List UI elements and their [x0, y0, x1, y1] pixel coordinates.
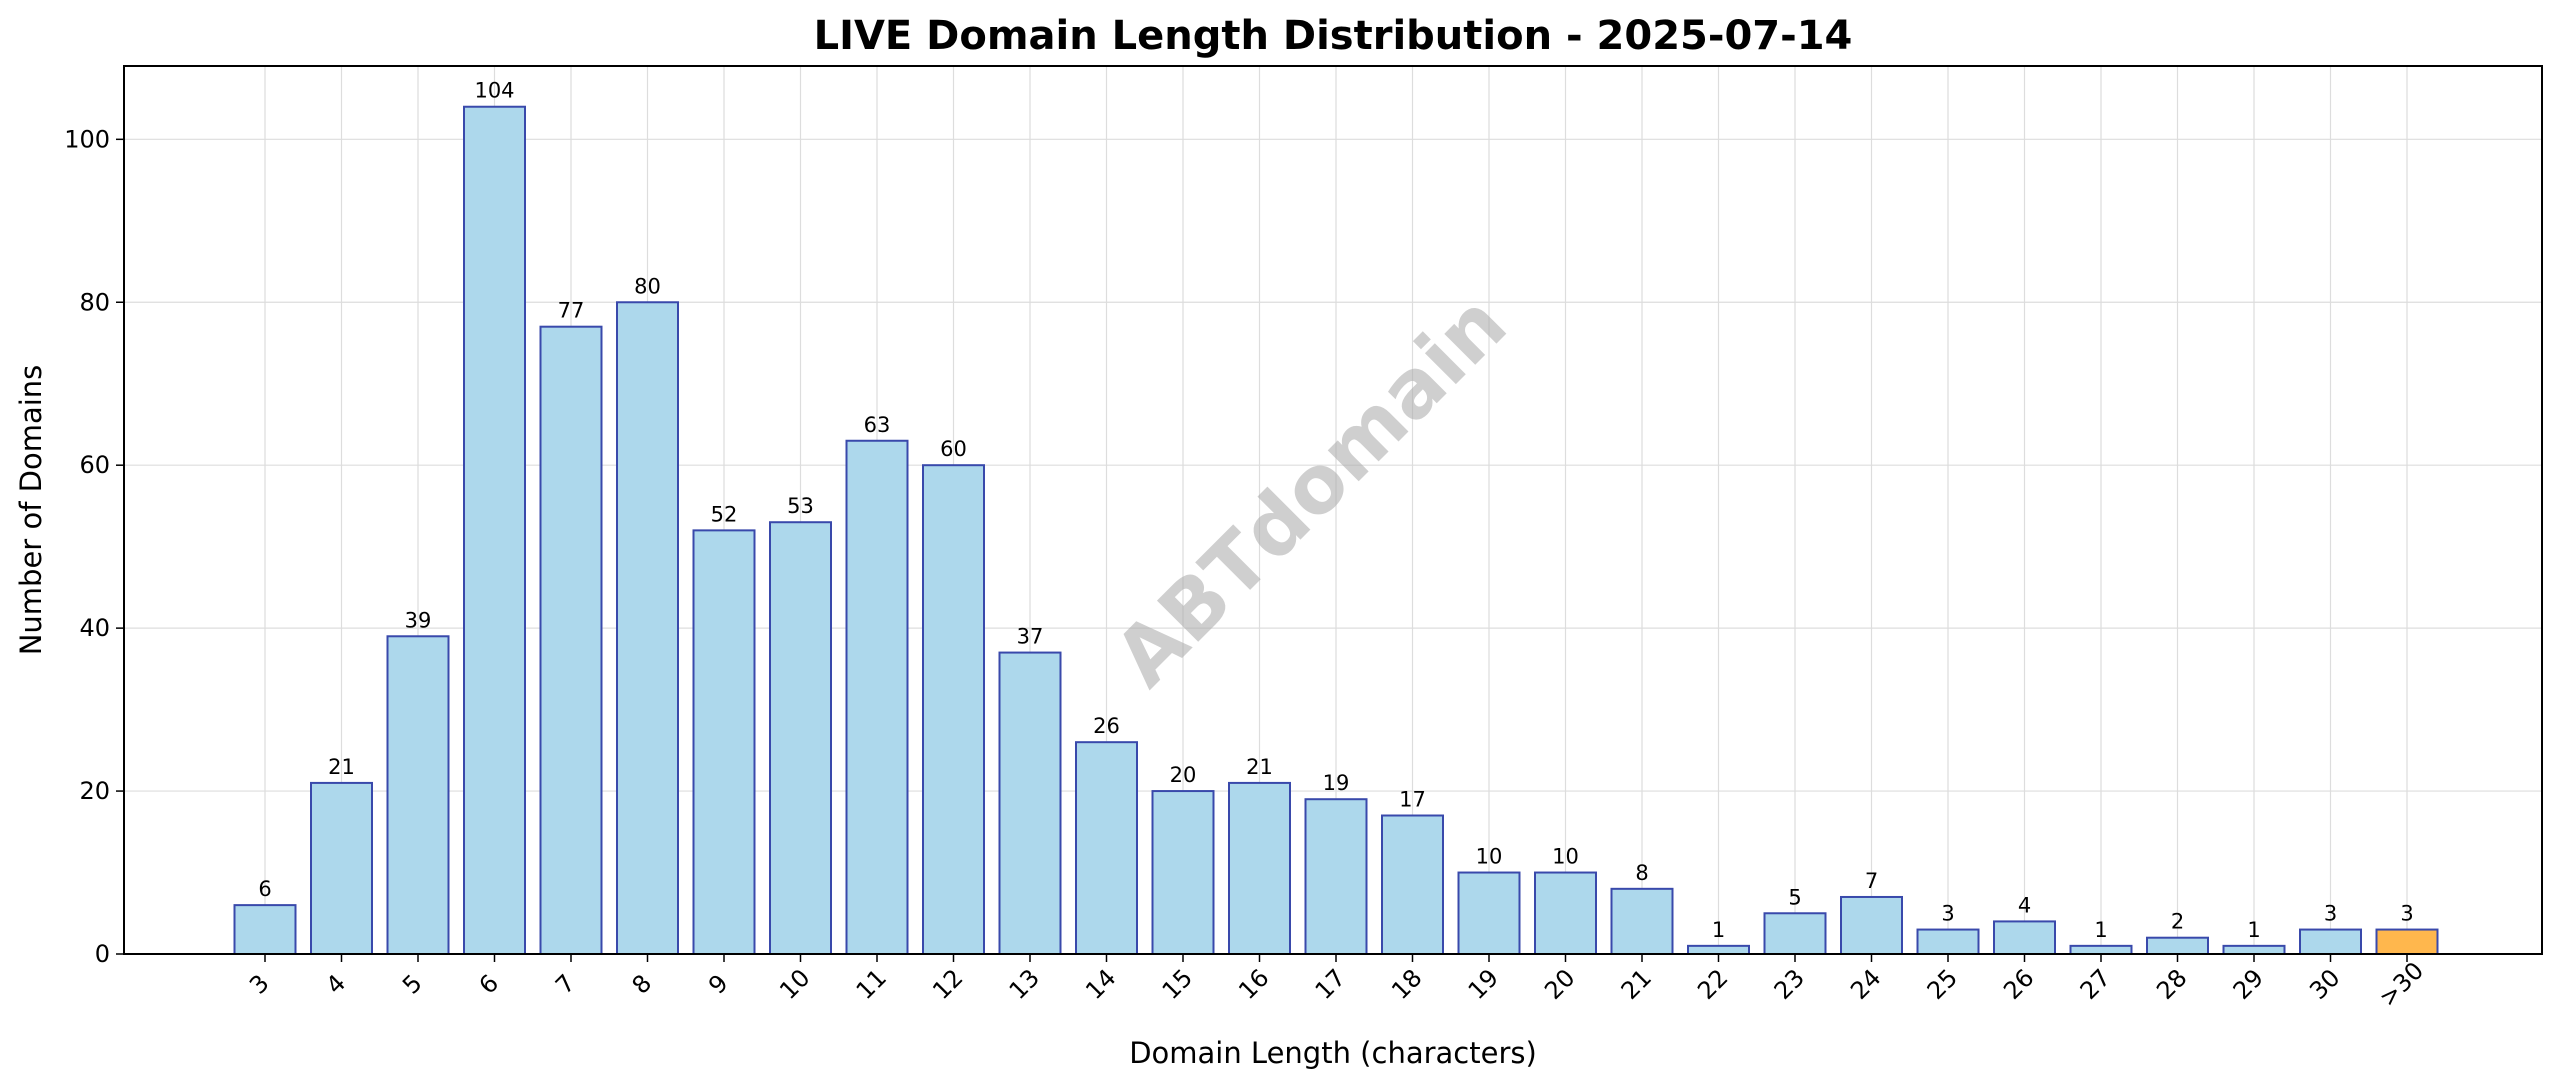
bar-8: [616, 301, 679, 955]
bar-12: [922, 464, 985, 955]
bar-16: [1228, 781, 1291, 955]
bar-value-label: 4: [2018, 893, 2031, 917]
bar-value-label: 63: [864, 413, 891, 437]
bar-value-label: 10: [1476, 845, 1503, 869]
bar-value-label: 80: [634, 274, 661, 298]
bar->30: [2375, 928, 2439, 955]
y-tick-label: 60: [79, 451, 110, 479]
bar-value-label: 77: [558, 299, 585, 323]
bar-15: [1151, 790, 1215, 955]
bar-9: [692, 529, 756, 955]
bar-value-label: 1: [2094, 918, 2107, 942]
bar-value-label: 6: [258, 877, 271, 901]
bar-value-label: 20: [1170, 763, 1197, 787]
bar-value-label: 52: [711, 502, 738, 526]
bar-value-label: 7: [1865, 869, 1878, 893]
bar-value-label: 3: [2400, 902, 2413, 926]
plot-frame: [123, 65, 2543, 955]
y-tick-label: 40: [79, 614, 110, 642]
bar-value-label: 19: [1323, 771, 1350, 795]
bar-18: [1381, 814, 1444, 955]
bar-17: [1304, 798, 1368, 955]
bar-24: [1840, 895, 1903, 955]
bar-28: [2146, 936, 2209, 955]
bars: [233, 105, 2439, 955]
y-tick-label: 0: [95, 940, 110, 968]
bar-value-label: 60: [940, 437, 967, 461]
bar-value-label: 1: [1712, 918, 1725, 942]
bar-value-label: 39: [405, 608, 432, 632]
y-axis-label: Number of Domains: [14, 365, 48, 656]
bar-14: [1075, 741, 1138, 955]
bar-11: [845, 439, 909, 955]
bar-27: [2069, 944, 2133, 955]
bar-value-label: 10: [1552, 845, 1579, 869]
bar-7: [539, 325, 603, 955]
bar-value-label: 21: [328, 755, 355, 779]
bar-value-label: 2: [2171, 910, 2184, 934]
bar-value-label: 53: [787, 494, 814, 518]
y-tick-label: 20: [79, 777, 110, 805]
bar-25: [1916, 928, 1980, 955]
y-tick-label: 100: [64, 125, 110, 153]
bar-26: [1993, 920, 2056, 955]
bar-23: [1763, 912, 1827, 955]
x-axis-label: Domain Length (characters): [1129, 1036, 1537, 1070]
y-tick-label: 80: [79, 288, 110, 316]
bar-21: [1610, 887, 1674, 955]
bar-4: [310, 781, 373, 955]
bar-6: [463, 105, 526, 955]
chart-title: LIVE Domain Length Distribution - 2025-0…: [814, 13, 1853, 59]
bar-value-label: 104: [474, 79, 514, 103]
bar-20: [1534, 871, 1597, 955]
bar-30: [2299, 928, 2362, 955]
bar-5: [386, 635, 450, 955]
bar-value-label: 21: [1246, 755, 1273, 779]
bar-value-label: 17: [1399, 788, 1426, 812]
bar-value-label: 3: [1941, 902, 1954, 926]
bar-19: [1457, 871, 1521, 955]
bar-value-label: 8: [1635, 861, 1648, 885]
bar-value-label: 3: [2324, 902, 2337, 926]
bar-value-label: 26: [1093, 714, 1120, 738]
bar-value-label: 1: [2247, 918, 2260, 942]
bar-13: [998, 651, 1062, 955]
y-axis-ticks: 0 20 40 60 80 100: [64, 125, 124, 968]
bar-29: [2222, 944, 2286, 955]
bar-10: [769, 521, 832, 955]
bar-22: [1687, 944, 1750, 955]
bar-value-label: 37: [1017, 625, 1044, 649]
bar-3: [233, 904, 297, 955]
bar-value-label: 5: [1788, 885, 1801, 909]
